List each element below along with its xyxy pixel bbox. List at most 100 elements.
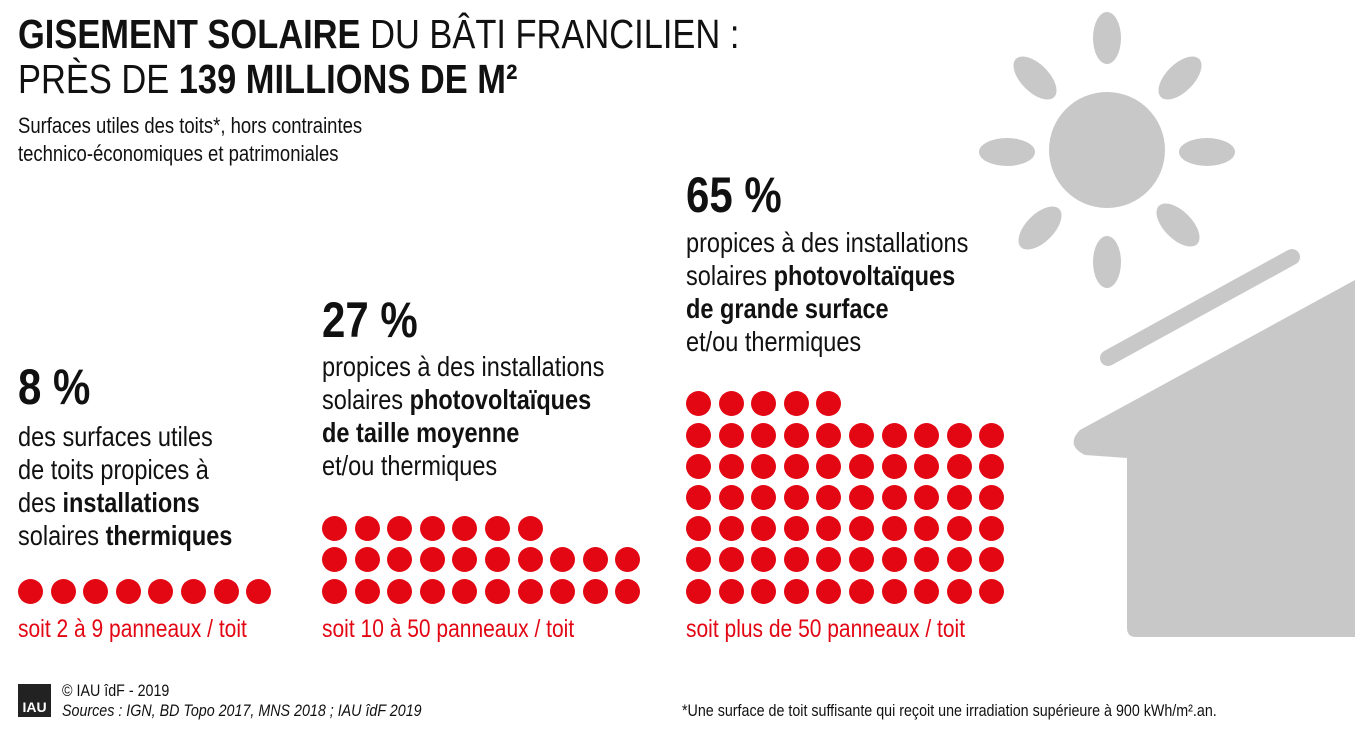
panel-percent: 27 % — [322, 292, 418, 348]
panel-dot — [718, 516, 744, 542]
panel-dot — [582, 578, 608, 604]
panel-dot — [881, 422, 907, 448]
panel-dot — [686, 578, 711, 604]
panel-dot — [914, 578, 940, 604]
panel-dot — [881, 547, 907, 573]
panel-dot — [485, 547, 510, 573]
panel-dot — [751, 453, 777, 479]
panel-dot — [783, 484, 809, 510]
panel-dot — [783, 422, 809, 448]
description-text: solaires — [686, 260, 774, 291]
panel-dot — [718, 484, 744, 510]
description-text: solaires — [18, 520, 106, 551]
panel-dot — [181, 578, 206, 604]
panel-dot — [246, 578, 272, 604]
panel-description: des surfaces utiles de toits propices à de… — [18, 420, 232, 552]
panel-dot — [783, 578, 809, 604]
panel-dot — [849, 547, 874, 573]
panel-description: propices à des installations solaires pho… — [686, 226, 968, 358]
panel-dot — [881, 578, 907, 604]
sun-icon — [979, 12, 1235, 288]
panel-dot — [783, 547, 809, 573]
panel-dot — [946, 516, 972, 542]
panel-dot — [946, 422, 972, 448]
panel-dot — [979, 422, 1005, 448]
panel-dot — [452, 578, 478, 604]
description-line: solaires photovoltaïques — [686, 259, 968, 292]
page-title: GISEMENT SOLAIRE DU BÂTI FRANCILIEN : PR… — [18, 11, 740, 102]
panel-dot — [718, 422, 744, 448]
panel-dot — [354, 547, 380, 573]
panel-dot — [718, 453, 744, 479]
panel-dot — [419, 578, 445, 604]
panel-dot — [686, 453, 711, 479]
description-line: des surfaces utiles — [18, 420, 232, 453]
panel-dot — [751, 484, 777, 510]
panel-dot — [387, 547, 413, 573]
panel-dot — [979, 453, 1005, 479]
description-text: de taille moyenne — [322, 417, 520, 448]
panel-dot — [322, 578, 347, 604]
description-line: et/ou thermiques — [322, 449, 604, 482]
panel-dot — [452, 516, 478, 542]
panel-dot — [686, 484, 711, 510]
description-text: solaires — [322, 384, 410, 415]
panel-percent: 8 % — [18, 359, 91, 415]
panel-dot — [979, 578, 1005, 604]
panel-dot — [816, 391, 842, 417]
panel-description: propices à des installations solaires pho… — [322, 350, 604, 482]
panel-dot — [485, 578, 510, 604]
panel-dot — [946, 484, 972, 510]
description-text: thermiques — [105, 520, 233, 551]
panel-dot — [881, 516, 907, 542]
panel-dot — [517, 547, 543, 573]
panel-dot — [783, 453, 809, 479]
panel-dot — [582, 547, 608, 573]
panel-dot — [914, 516, 940, 542]
panel-dot — [322, 547, 347, 573]
house-icon — [1073, 249, 1355, 637]
panel-dot — [751, 547, 777, 573]
panel-dot — [50, 578, 76, 604]
panel-dot — [849, 422, 874, 448]
panel-dot — [550, 578, 576, 604]
panel-dot — [816, 516, 842, 542]
panel-dot — [387, 516, 413, 542]
panel-dot — [849, 578, 874, 604]
panel-dot — [751, 578, 777, 604]
panel-dot — [686, 391, 711, 417]
panel-dot — [783, 516, 809, 542]
description-line: propices à des installations — [686, 226, 968, 259]
description-text: des — [18, 487, 63, 518]
panel-dot — [849, 516, 874, 542]
panel-dot — [686, 516, 711, 542]
description-line: solaires thermiques — [18, 519, 232, 552]
panel-dot — [946, 578, 972, 604]
footnote: *Une surface de toit suffisante qui reço… — [682, 701, 1217, 720]
iau-logo: IAU — [18, 684, 51, 717]
panel-dot — [816, 578, 842, 604]
panel-dot — [686, 547, 711, 573]
panel-dot — [485, 516, 510, 542]
description-text: photovoltaïques — [409, 384, 592, 415]
panel-dot — [881, 484, 907, 510]
panel-dot — [718, 578, 744, 604]
panel-dot — [452, 547, 478, 573]
panel-dot — [783, 391, 809, 417]
panel-dot — [914, 453, 940, 479]
panel-dot — [946, 547, 972, 573]
panel-dot — [816, 547, 842, 573]
description-line: des installations — [18, 486, 232, 519]
panel-dot — [387, 578, 413, 604]
panel-dot — [354, 516, 380, 542]
panel-dot — [849, 453, 874, 479]
description-line: de grande surface — [686, 292, 968, 325]
panel-dot — [686, 422, 711, 448]
panel-dot — [115, 578, 141, 604]
description-line: propices à des installations — [322, 350, 604, 383]
panel-dot — [751, 516, 777, 542]
description-text: de toits propices à — [18, 454, 209, 485]
panel-dot — [718, 547, 744, 573]
description-text: de grande surface — [686, 293, 889, 324]
